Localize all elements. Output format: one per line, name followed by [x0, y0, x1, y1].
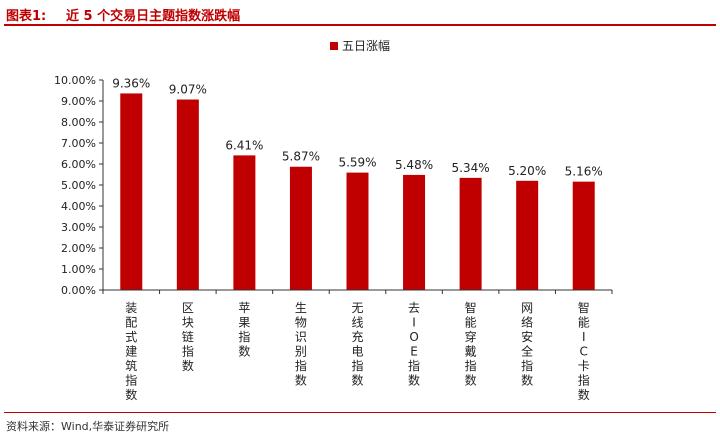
bar	[176, 99, 199, 290]
bar-value-label: 5.16%	[565, 165, 603, 179]
bar-value-label: 5.48%	[395, 158, 433, 172]
bar-value-label: 5.34%	[452, 161, 490, 175]
y-tick-label: 8.00%	[61, 116, 96, 129]
legend-label: 五日涨幅	[342, 38, 390, 53]
x-category-label: 智能 I C 卡指数	[578, 300, 590, 402]
x-category-label: 装配式建筑指数	[125, 301, 137, 402]
chart-legend: 五日涨幅	[330, 38, 390, 53]
x-category-label: 网络安全指数	[521, 301, 533, 388]
bar-value-label: 5.87%	[282, 150, 320, 164]
x-category-label: 生物识别指数	[295, 301, 307, 388]
bar	[459, 177, 482, 290]
bar-series: 9.36% 9.07% 6.41% 5.87% 5.59% 5.48% 5.34% 5.20%…	[112, 76, 603, 290]
x-category-label: 去 I O E 指数	[408, 301, 420, 388]
y-tick-label: 6.00%	[61, 158, 96, 171]
y-tick-label: 3.00%	[61, 221, 96, 234]
bar	[289, 166, 312, 290]
x-category-label: 无线充电指数	[351, 301, 363, 388]
y-tick-label: 2.00%	[61, 242, 96, 255]
bar-value-label: 5.59%	[338, 156, 376, 170]
bar	[516, 180, 539, 290]
y-tick-label: 10.00%	[54, 74, 96, 87]
bar-value-label: 5.20%	[508, 164, 546, 178]
x-category-label: 苹果指数	[238, 301, 250, 359]
y-tick-label: 1.00%	[61, 263, 96, 276]
y-axis: 0.00% 1.00% 2.00% 3.00% 4.00% 5.00% 6.00% 7.00%…	[54, 74, 104, 297]
bar-value-label: 9.36%	[112, 76, 150, 90]
y-tick-label: 0.00%	[61, 284, 96, 297]
x-axis: 装配式建筑指数 区块链指数 苹果指数 生物识别指数 无线充电指数 去 I O E 指数 智能穿戴指数…	[102, 289, 613, 402]
source-divider	[4, 412, 716, 413]
figure-label: 图表1:	[6, 9, 47, 24]
y-tick-label: 9.00%	[61, 95, 96, 108]
figure-title: 近 5 个交易日主题指数涨跌幅	[66, 9, 241, 24]
bar	[120, 93, 143, 290]
bar	[403, 174, 426, 290]
y-tick-label: 7.00%	[61, 137, 96, 150]
legend-swatch	[330, 42, 338, 50]
bar-value-label: 6.41%	[225, 138, 263, 152]
y-tick-label: 4.00%	[61, 200, 96, 213]
bar	[346, 172, 369, 290]
x-category-label: 智能穿戴指数	[465, 300, 477, 388]
x-category-label: 区块链指数	[182, 301, 194, 373]
bar-value-label: 9.07%	[169, 83, 207, 97]
source-note: 资料来源：Wind,华泰证券研究所	[6, 420, 170, 433]
figure-title-bar: 图表1: 近 5 个交易日主题指数涨跌幅	[4, 4, 716, 26]
bar-chart: 五日涨幅 0.00% 1.00% 2.00% 3.00% 4.00% 5.00% 6.00%…	[54, 38, 613, 402]
y-tick-label: 5.00%	[61, 179, 96, 192]
bar	[572, 181, 595, 290]
bar	[233, 155, 256, 290]
